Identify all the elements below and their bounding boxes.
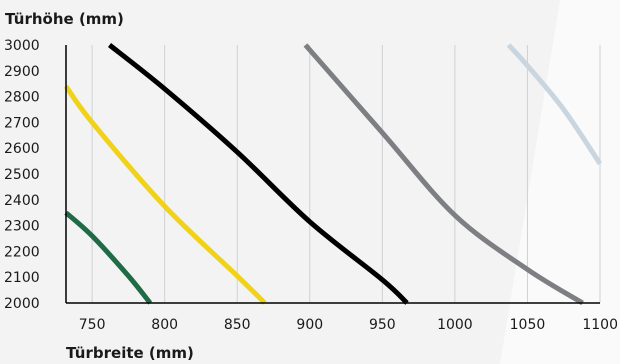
y-tick-label: 2700 bbox=[4, 115, 40, 131]
y-tick-labels: 2000 2100 2200 2300 2400 2500 2600 2700 2800 2900… bbox=[4, 38, 40, 312]
x-tick-label: 1100 bbox=[582, 317, 618, 333]
x-tick-label: 1000 bbox=[437, 317, 473, 333]
x-tick-label: 1050 bbox=[510, 317, 546, 333]
x-axis-title: Türbreite (mm) bbox=[66, 344, 194, 362]
y-tick-label: 3000 bbox=[4, 38, 40, 54]
y-tick-label: 2300 bbox=[4, 219, 40, 235]
y-tick-label: 2800 bbox=[4, 90, 40, 106]
series-line-2 bbox=[63, 84, 267, 305]
x-tick-labels: 750 800 850 900 950 1000 1050 1100 bbox=[79, 317, 618, 333]
x-tick-label: 750 bbox=[79, 317, 106, 333]
y-tick-label: 2100 bbox=[4, 270, 40, 286]
y-tick-label: 2500 bbox=[4, 167, 40, 183]
x-tick-label: 850 bbox=[224, 317, 251, 333]
y-tick-label: 2000 bbox=[4, 296, 40, 312]
x-tick-label: 800 bbox=[151, 317, 178, 333]
grid bbox=[91, 45, 601, 303]
x-tick-label: 950 bbox=[369, 317, 396, 333]
x-tick-label: 900 bbox=[296, 317, 323, 333]
series-line-4 bbox=[303, 43, 584, 306]
y-axis-title: Türhöhe (mm) bbox=[5, 10, 124, 28]
y-tick-label: 2600 bbox=[4, 141, 40, 157]
series-line-5 bbox=[506, 43, 603, 166]
series-line-1 bbox=[64, 210, 153, 305]
axes bbox=[65, 45, 600, 304]
y-tick-label: 2200 bbox=[4, 244, 40, 260]
series-group bbox=[63, 43, 603, 306]
series-line-3 bbox=[107, 43, 409, 305]
y-tick-label: 2900 bbox=[4, 64, 40, 80]
y-tick-label: 2400 bbox=[4, 193, 40, 209]
